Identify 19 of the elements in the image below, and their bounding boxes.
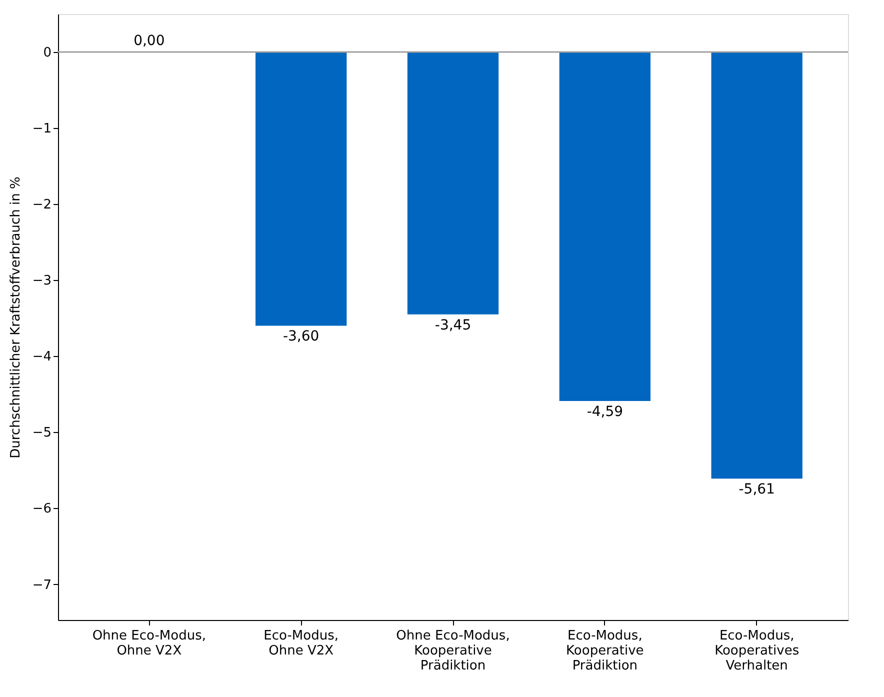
- y-tick-label: −3: [32, 274, 52, 289]
- x-tick-label: Ohne Eco-Modus, Ohne V2X: [92, 628, 206, 658]
- data-label: 0,00: [134, 33, 165, 50]
- y-tick-label: −6: [32, 502, 52, 517]
- x-tick-label: Eco-Modus, Kooperative Prädiktion: [566, 628, 644, 674]
- data-label: -3,45: [434, 317, 472, 334]
- y-tick-label: 0: [43, 46, 52, 61]
- y-tick-label: −5: [32, 426, 52, 441]
- x-tick-label: Eco-Modus, Ohne V2X: [264, 628, 338, 658]
- data-label: -5,61: [738, 482, 775, 498]
- y-tick-label: −2: [32, 198, 52, 213]
- data-label: -3,60: [282, 328, 320, 345]
- x-tick-label: Eco-Modus, Kooperatives Verhalten: [714, 628, 800, 674]
- y-tick-label: −1: [32, 122, 52, 137]
- x-tick-label: Ohne Eco-Modus, Kooperative Prädiktion: [396, 628, 510, 674]
- y-axis-title: Durchschnittlicher Kraftstoffverbrauch in %: [8, 176, 24, 458]
- data-label: -4,59: [586, 404, 624, 420]
- y-tick-label: −4: [32, 350, 52, 365]
- y-tick-label: −7: [32, 578, 52, 593]
